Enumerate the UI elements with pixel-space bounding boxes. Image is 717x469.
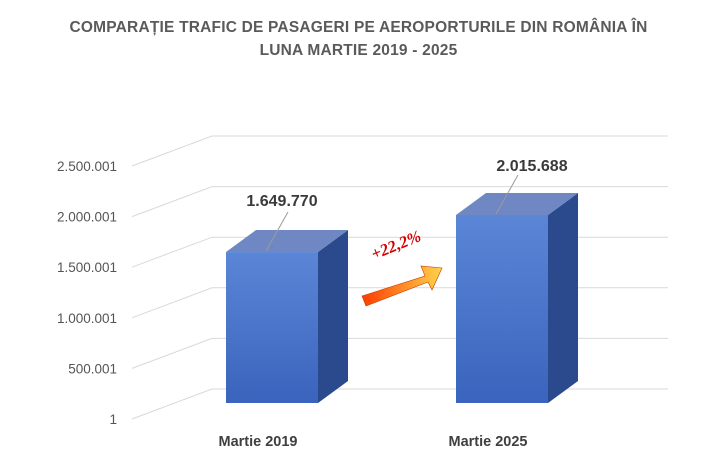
data-label: 2.015.688 [496,158,567,175]
bar-front-face [456,215,548,403]
growth-annotation: +22,2% [361,226,443,307]
y-tick-label: 500.001 [68,361,117,376]
bar: 2.015.688 [456,158,578,403]
y-axis: 1 500.001 1.000.001 1.500.001 2.000.001 2.500… [57,159,117,427]
growth-annotation-text: +22,2% [368,226,423,263]
chart-title-line-2: LUNA MARTIE 2019 - 2025 [259,42,458,59]
bar: 1.649.770 [226,193,348,403]
gridline [131,388,668,420]
y-tick-label: 1.000.001 [57,311,117,326]
gridline [131,186,668,218]
data-label-leader [495,174,519,215]
bar-front-face [226,252,318,403]
x-category-label: Martie 2019 [219,434,298,450]
x-category-label: Martie 2025 [449,434,528,450]
bar-side-face [548,193,578,403]
x-axis: Martie 2019 Martie 2025 [219,434,528,450]
chart-title-line-1: COMPARAȚIE TRAFIC DE PASAGERI PE AEROPOR… [69,19,648,36]
gridline [131,135,668,167]
gridline [131,337,668,369]
bar-top-face [456,193,578,216]
bar-side-face [318,230,348,403]
bars: 1.649.770 2.015.688 [226,158,578,403]
y-tick-label: 2.000.001 [57,210,117,225]
bar-top-face [226,230,348,253]
growth-arrow-icon [361,265,443,307]
y-tick-label: 1.500.001 [57,260,117,275]
y-tick-label: 2.500.001 [57,159,117,174]
data-label: 1.649.770 [246,193,317,210]
data-label-leader [265,211,289,252]
y-tick-label: 1 [109,412,117,427]
gridlines [131,135,668,420]
